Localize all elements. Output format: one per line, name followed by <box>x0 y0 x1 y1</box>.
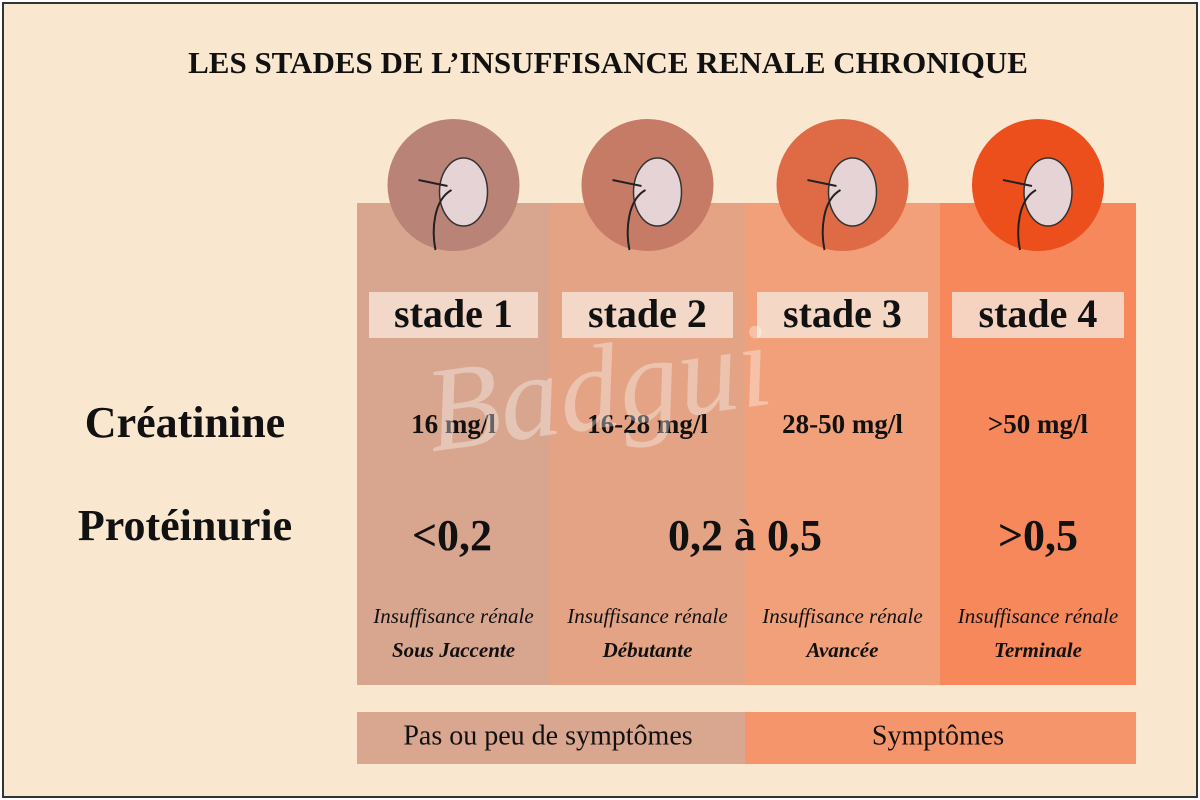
stage-column <box>550 203 745 685</box>
kidney <box>827 157 878 227</box>
stage-column <box>357 203 550 685</box>
proteinuria-value: <0,2 <box>412 511 492 560</box>
stage-qualifier: Débutante <box>602 638 693 662</box>
proteinuria-value: 0,2 à 0,5 <box>668 511 822 560</box>
ureter <box>418 179 453 251</box>
stage-description: Insuffisance rénale <box>761 604 922 628</box>
stage-label-bg <box>562 292 733 338</box>
kidney <box>1023 157 1073 227</box>
stage-label-bg <box>369 292 538 338</box>
symptom-label: Pas ou peu de symptômes <box>403 720 692 751</box>
symptom-bar <box>357 712 745 764</box>
ureter <box>1002 179 1037 251</box>
stage-qualifier: Sous Jaccente <box>392 638 515 662</box>
stage-column <box>940 203 1136 685</box>
stage-label: stade 2 <box>588 291 707 336</box>
kidney <box>632 157 683 227</box>
creatinine-value: 28-50 mg/l <box>782 409 903 439</box>
proteinuria-value: >0,5 <box>998 511 1078 560</box>
creatinine-value: 16-28 mg/l <box>587 409 708 439</box>
stage-qualifier: Terminale <box>994 638 1082 662</box>
ureter <box>612 179 647 251</box>
stage-description: Insuffisance rénale <box>566 604 727 628</box>
stage-label: stade 1 <box>394 291 513 336</box>
row-label: Protéinurie <box>78 501 292 550</box>
creatinine-value: 16 mg/l <box>411 409 496 439</box>
columns: stade 1 16 mg/l Insuffisance rénale Sous Ja… <box>357 119 1136 685</box>
stage-description: Insuffisance rénale <box>372 604 533 628</box>
stage-qualifier: Avancée <box>805 638 879 662</box>
stage-label: stade 4 <box>979 291 1098 336</box>
stage-label: stade 3 <box>783 291 902 336</box>
kidney <box>438 157 489 227</box>
stage-label-bg <box>952 292 1124 338</box>
row-label: Créatinine <box>85 398 285 447</box>
stage-column <box>745 203 940 685</box>
creatinine-value: >50 mg/l <box>988 409 1089 439</box>
title: LES STADES DE L’INSUFFISANCE RENALE CHRO… <box>188 45 1028 80</box>
symptom-label: Symptômes <box>872 720 1004 751</box>
stage-label-bg <box>757 292 928 338</box>
stage-description: Insuffisance rénale <box>957 604 1118 628</box>
symptom-bar <box>745 712 1136 764</box>
ureter <box>807 179 842 251</box>
